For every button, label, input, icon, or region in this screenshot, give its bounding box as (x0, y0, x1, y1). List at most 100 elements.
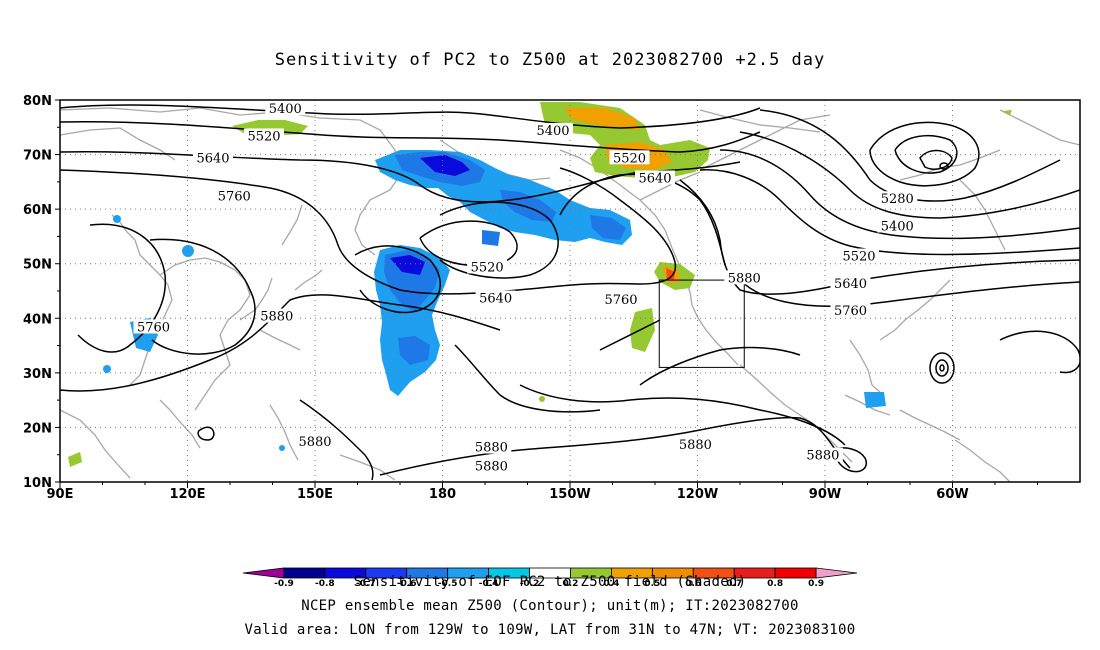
contour-label-bg (877, 191, 918, 206)
contour-label: 5280 (881, 192, 914, 207)
contour-label: 5640 (196, 151, 229, 166)
contour-label-bg (724, 270, 765, 285)
footer-line-shading: Sensitivity of EOF PC2 to Z500 field (Sh… (353, 574, 747, 590)
lon-label: 90E (47, 487, 74, 502)
negative-sensitivity-blob (279, 445, 285, 451)
contour-label: 5760 (604, 293, 637, 308)
contour-label-bg (256, 308, 297, 323)
negative-sensitivity-blob (420, 155, 470, 176)
lat-label: 30N (23, 367, 52, 382)
contour-label-bg (635, 170, 675, 185)
lat-label: 70N (23, 149, 52, 164)
colorbar-tick-label: 0.9 (808, 579, 824, 589)
contour-label: 5520 (613, 151, 646, 166)
positive-sensitivity-blob (666, 268, 675, 280)
contour-label-bg (193, 150, 233, 165)
contour-label: 5400 (881, 220, 914, 235)
latitude-labels: 80N 70N 60N 50N 40N 30N 20N 10N (23, 94, 52, 491)
contour-label-bg (830, 303, 871, 318)
contour-label: 5400 (269, 102, 302, 117)
lat-label: 50N (23, 258, 52, 273)
contour-label-bg (133, 319, 174, 334)
contour-label-bg (839, 248, 879, 263)
contour-5880-loop-b (149, 238, 256, 355)
positive-sensitivity-blob (68, 452, 82, 467)
contour-label: 5880 (679, 438, 712, 453)
contour-label: 5640 (834, 277, 867, 292)
lat-label: 20N (23, 421, 52, 436)
contour-label: 5880 (475, 460, 508, 475)
negative-sensitivity-blob (390, 255, 425, 275)
contour-5760-cutoff (354, 245, 441, 314)
contour-label: 5520 (842, 250, 875, 265)
contour-5520-cutoff (419, 220, 518, 267)
contour-label: 5400 (536, 124, 569, 139)
contour-labels: 5400 5400 5520 5520 5640 5640 5760 5520 5640 5760… (133, 101, 918, 475)
contour-label-bg (675, 436, 716, 451)
colorbar-tick-label: -0.2 (520, 579, 540, 589)
colorbar-tick-label: 0.6 (685, 579, 701, 589)
lon-label: 180 (429, 487, 456, 502)
positive-sensitivity-blob (539, 396, 545, 402)
valid-area-box (658, 279, 745, 368)
lon-label: 150E (297, 487, 333, 502)
contour-5520 (60, 120, 761, 153)
positive-sensitivity-blob (630, 308, 655, 352)
longitude-labels: 90E 120E 150E 180 150W 120W 90W 60W (47, 487, 969, 502)
contour-label-bg (295, 434, 335, 449)
colorbar-tick-label: -0.8 (315, 579, 335, 589)
colorbar-tick-label: -0.6 (397, 579, 417, 589)
lon-label: 120E (169, 487, 205, 502)
colorbar-swatch (815, 567, 858, 579)
contour-5640-north (559, 167, 677, 285)
colorbar-tick-label: -0.4 (479, 579, 499, 589)
contour-label: 5640 (479, 292, 512, 307)
contour-label-bg (475, 290, 516, 305)
contour-label: 5520 (471, 260, 504, 275)
lon-label: 60W (936, 487, 968, 502)
contour-label-bg (609, 150, 650, 165)
contour-label-bg (265, 101, 306, 116)
contour-label-bg (533, 123, 573, 138)
colorbar-tick-label: 0.8 (767, 579, 783, 589)
contour-label-bg (830, 275, 871, 290)
lon-label: 120W (677, 487, 718, 502)
contour-label-bg (244, 128, 284, 143)
contour-label: 5880 (728, 271, 761, 286)
map-plot-area: 5400 5400 5520 5520 5640 5640 5760 5520 5640 5760… (60, 100, 1080, 482)
lat-label: 60N (23, 203, 52, 218)
positive-sensitivity-blob (1002, 110, 1012, 115)
negative-sensitivity-blob (103, 365, 111, 373)
colorbar-tick-label: 0.7 (726, 579, 742, 589)
contour-label-bg (471, 458, 512, 473)
contour-label: 5880 (298, 435, 331, 450)
colorbar-tick-label: 0.2 (562, 579, 578, 589)
contour-label: 5880 (475, 441, 508, 456)
contour-label-bg (877, 218, 918, 233)
contour-label: 5880 (806, 449, 839, 464)
colorbar-tick-label: -0.7 (356, 579, 376, 589)
lon-label: 150W (549, 487, 590, 502)
lat-label: 40N (23, 312, 52, 327)
contour-label: 5880 (260, 310, 293, 325)
contour-label: 5760 (218, 190, 251, 205)
lat-label: 80N (23, 94, 52, 109)
contour-label-bg (467, 259, 508, 274)
footer-line-contour: NCEP ensemble mean Z500 (Contour); unit(… (301, 598, 799, 614)
contour-5640-ridge (439, 201, 559, 279)
contour-label-bg (214, 188, 255, 203)
negative-sensitivity-blob (864, 392, 886, 408)
contour-label: 5760 (137, 320, 170, 335)
footer-line-valid-area: Valid area: LON from 129W to 109W, LAT f… (244, 622, 856, 638)
negative-sensitivity-blob (398, 336, 430, 365)
contour-5880-loop (77, 223, 167, 353)
negative-sensitivity-blob (482, 230, 500, 246)
colorbar-tick-label: 0.5 (644, 579, 660, 589)
contour-5400 (60, 104, 761, 129)
contour-label: 5760 (834, 304, 867, 319)
colorbar-tick-label: -0.9 (274, 579, 294, 589)
contour-label-bg (802, 447, 843, 462)
contour-5760 (60, 169, 641, 295)
contour-label: 5520 (247, 129, 280, 144)
map-title: Sensitivity of PC2 to Z500 at 2023082700… (274, 50, 826, 70)
